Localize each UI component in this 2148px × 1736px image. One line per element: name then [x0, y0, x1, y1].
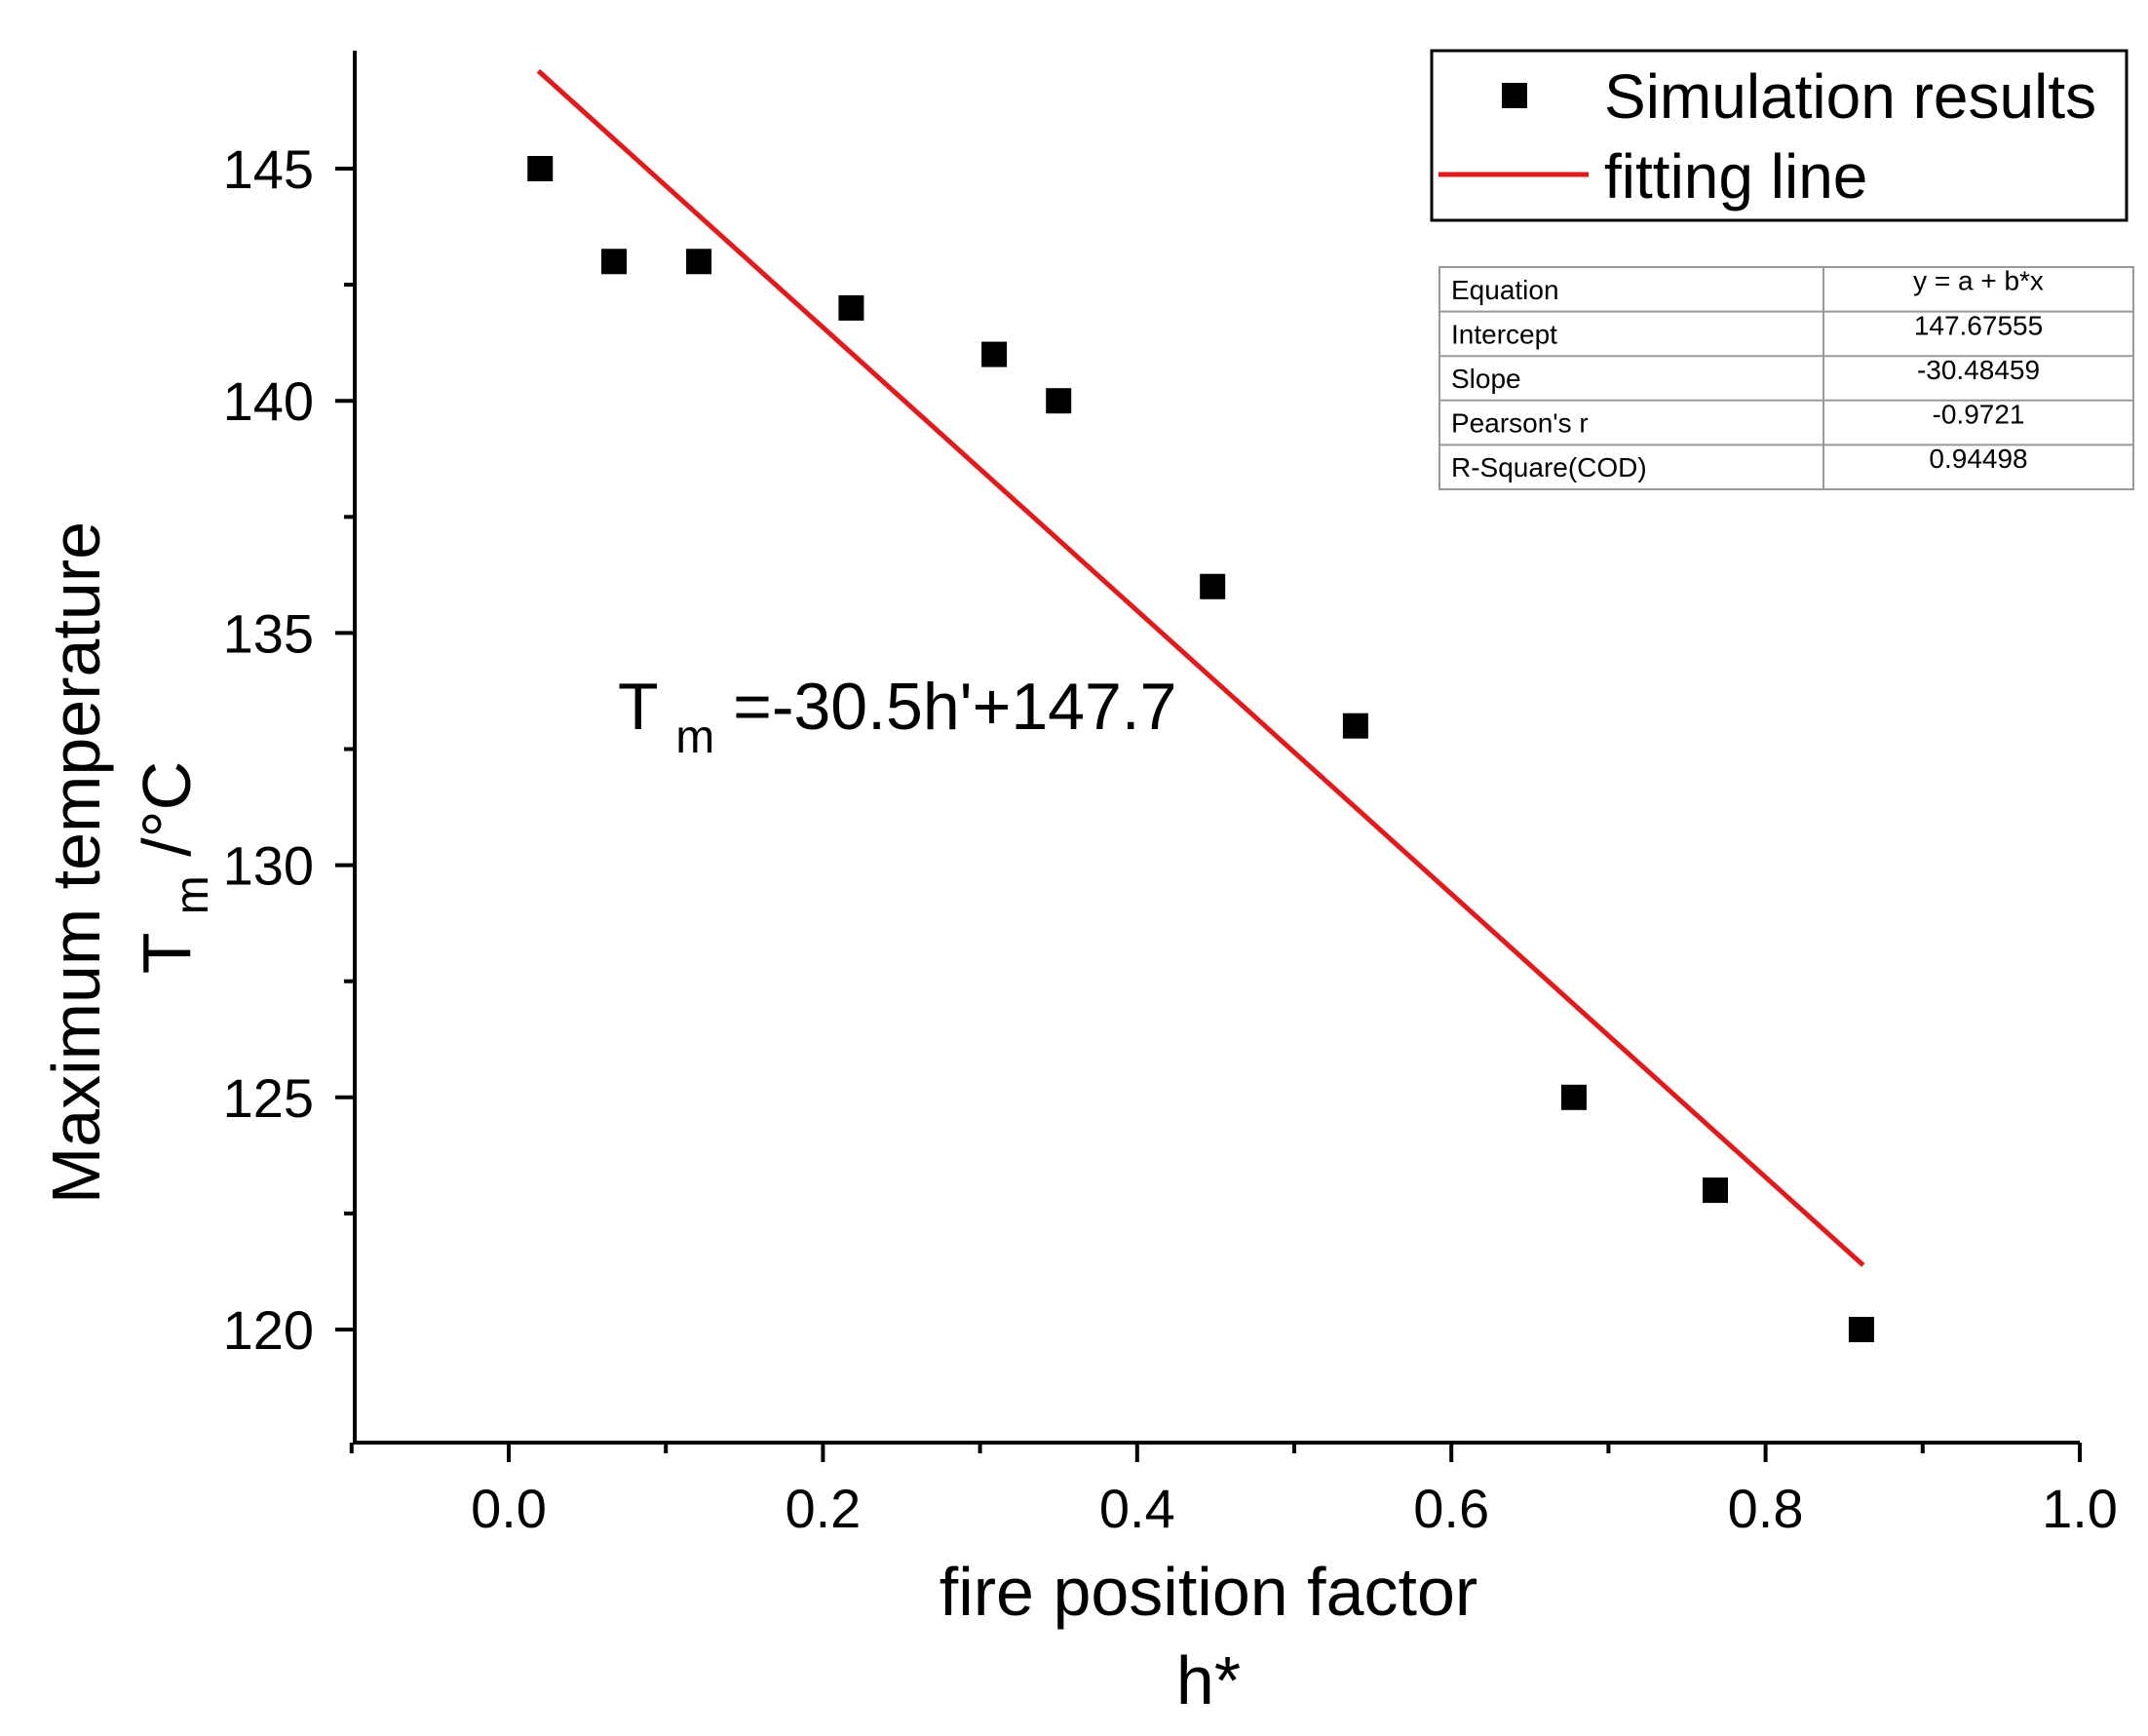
fit-table-label: Equation [1451, 275, 1559, 305]
data-point [838, 294, 864, 321]
y-label-symbol: T [129, 933, 205, 974]
y-tick-label: 130 [223, 835, 314, 897]
x-tick-label: 0.2 [785, 1478, 861, 1539]
x-axis-label: fire position factor [940, 1554, 1477, 1630]
y-tick-label: 125 [223, 1067, 314, 1129]
plot-content [527, 68, 1874, 1342]
y-axis-label-unit-group: T m /°C [129, 761, 222, 974]
annotation-subscript: m [675, 712, 714, 763]
fit-table-value: -0.9721 [1933, 400, 2025, 430]
data-point [1200, 573, 1226, 599]
fit-table-label: Intercept [1451, 319, 1557, 349]
x-tick-label: 0.4 [1099, 1478, 1175, 1539]
data-point [601, 249, 628, 275]
fit-table-value: y = a + b*x [1913, 266, 2044, 296]
legend-label-simulation: Simulation results [1604, 61, 2096, 132]
y-tick-label: 140 [223, 370, 314, 432]
data-point [1046, 388, 1072, 414]
axes: 0.0 0.2 0.4 0.6 0.8 1.0 120 125 130 135 140 145 [223, 51, 2118, 1539]
data-point [1703, 1177, 1729, 1204]
data-point [1848, 1317, 1874, 1342]
data-point [686, 249, 712, 275]
fit-table-label: Slope [1451, 364, 1521, 394]
annotation-symbol: T [618, 670, 657, 744]
y-axis-label-group: Maximum temperature [38, 521, 114, 1204]
data-point [527, 156, 554, 181]
legend-marker-simulation [1502, 83, 1527, 108]
x-tick-label: 0.8 [1728, 1478, 1804, 1539]
fit-table-label: Pearson's r [1451, 408, 1589, 439]
fit-line [536, 68, 1865, 1267]
legend-label-fit: fitting line [1604, 141, 1867, 212]
y-axis-label: Maximum temperature [38, 521, 114, 1204]
data-point [981, 341, 1008, 367]
fit-table-value: 147.67555 [1914, 310, 2043, 340]
data-point [1342, 713, 1368, 739]
fit-table-value: 0.94498 [1929, 444, 2027, 474]
legend: Simulation results fitting line [1430, 49, 2129, 222]
annotation-equation: =-30.5h'+147.7 [733, 670, 1176, 744]
fit-table-label: R-Square(COD) [1451, 452, 1647, 482]
y-axis-label-unit: T m /°C [129, 761, 222, 974]
x-ticks: 0.0 0.2 0.4 0.6 0.8 1.0 [349, 1443, 2118, 1539]
y-ticks: 120 125 130 135 140 145 [223, 138, 355, 1361]
x-tick-label: 1.0 [2042, 1478, 2118, 1539]
fit-table-value: -30.48459 [1917, 355, 2040, 385]
y-tick-label: 145 [223, 138, 314, 200]
y-tick-label: 120 [223, 1299, 314, 1361]
y-label-unit: /°C [129, 761, 205, 857]
y-tick-label: 135 [223, 602, 314, 664]
x-tick-label: 0.6 [1413, 1478, 1489, 1539]
fit-equation-annotation: T m =-30.5h'+147.7 [618, 670, 1177, 767]
legend-box [1430, 49, 2129, 222]
fit-statistics-table: Equation y = a + b*x Intercept 147.67555 Slo… [1438, 266, 2134, 490]
x-tick-label: 0.0 [471, 1478, 547, 1539]
data-point [1560, 1084, 1587, 1110]
x-axis-label-symbol: h* [1176, 1642, 1241, 1718]
fit-table-frame [1438, 266, 2134, 490]
y-label-subscript: m [167, 875, 218, 914]
